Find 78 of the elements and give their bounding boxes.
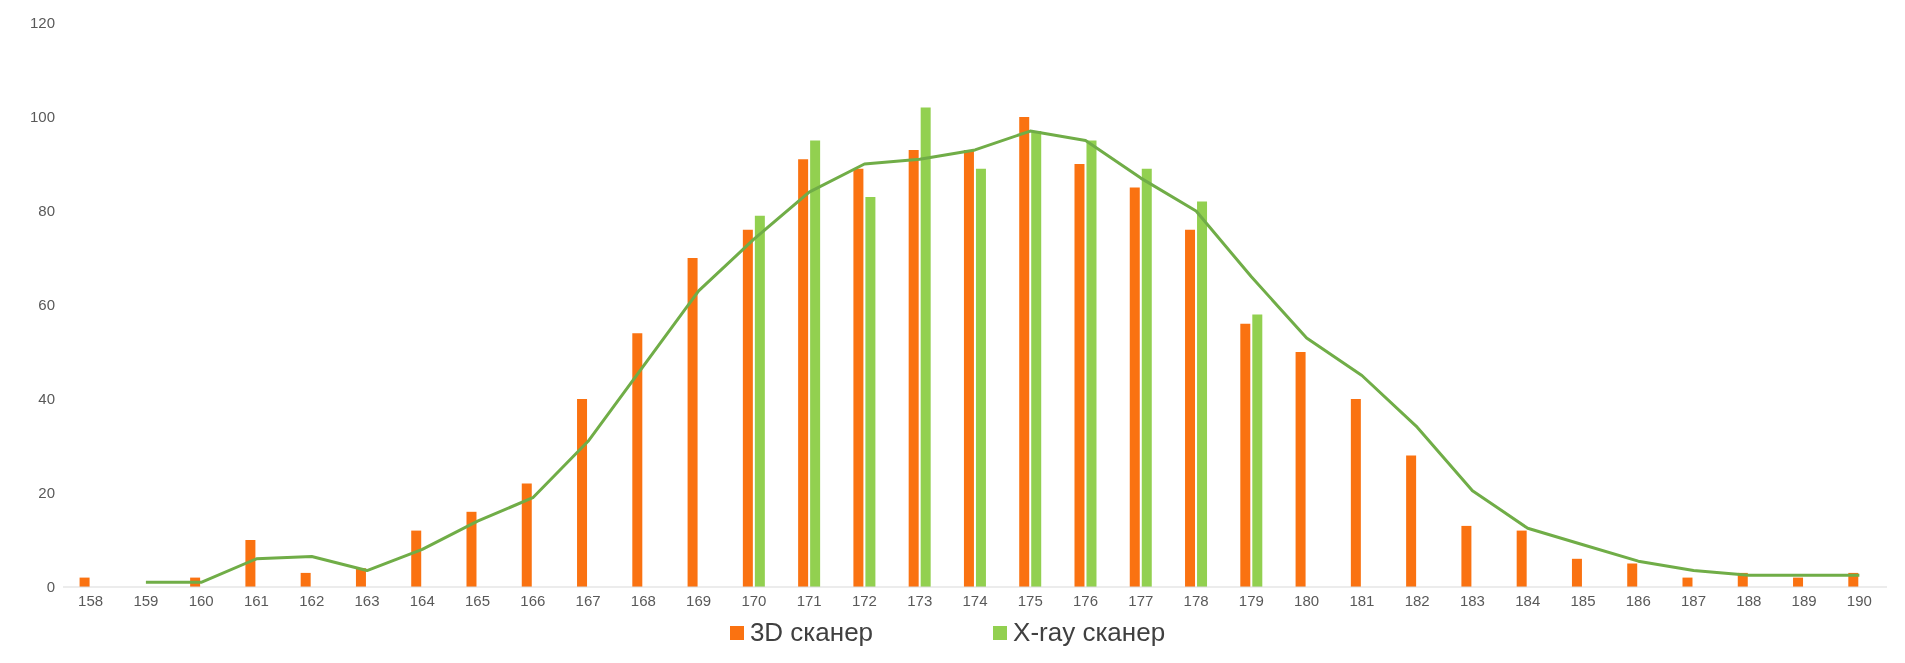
bar [810,140,821,587]
bar [963,149,974,587]
x-tick-label: 167 [575,591,601,609]
x-tick-label: 172 [851,591,877,609]
bar [466,511,477,587]
bar [754,215,765,587]
bar [1185,229,1196,587]
bar [411,530,422,587]
x-tick-label: 160 [188,591,214,609]
bar [1074,164,1085,587]
bar [1461,525,1472,587]
x-tick-label: 189 [1791,591,1817,609]
x-tick-label: 175 [1017,591,1043,609]
bar [300,572,311,587]
legend-label: 3D сканер [748,617,874,648]
x-tick-label: 182 [1404,591,1430,609]
x-tick-label: 165 [465,591,491,609]
bar [1295,352,1306,587]
bar [1031,131,1042,587]
y-tick-label: 60 [38,296,55,314]
x-tick-label: 163 [354,591,380,609]
bar [853,168,864,587]
x-tick-label: 170 [741,591,767,609]
x-tick-label: 158 [78,591,104,609]
bar [742,229,753,587]
x-tick-label: 176 [1073,591,1099,609]
x-tick-label: 161 [243,591,269,609]
x-tick-label: 166 [520,591,546,609]
bar [1086,140,1097,587]
y-tick-label: 100 [29,108,55,126]
bar [245,540,256,587]
x-tick-label: 173 [907,591,933,609]
bar [908,149,919,587]
x-tick-label: 169 [686,591,712,609]
x-tick-label: 187 [1681,591,1707,609]
y-tick-label: 40 [38,390,55,408]
bar [798,159,809,587]
x-tick-label: 185 [1570,591,1596,609]
x-tick-label: 171 [796,591,822,609]
y-tick-label: 0 [46,578,55,596]
x-tick-label: 190 [1846,591,1872,609]
x-tick-label: 188 [1736,591,1762,609]
bar [687,258,698,587]
x-tick-label: 178 [1183,591,1209,609]
y-tick-label: 80 [38,202,55,220]
bar [975,168,986,587]
bar [1197,201,1208,587]
x-tick-label: 174 [962,591,988,609]
legend-label: X-ray сканер [1012,617,1166,648]
x-tick-label: 168 [630,591,656,609]
line-series [144,129,1861,584]
bar [632,333,643,587]
x-tick-label: 164 [409,591,435,609]
bar [1019,117,1030,587]
bar [1240,323,1251,587]
bar [1571,558,1582,587]
bar [1516,530,1527,587]
bar [1350,399,1361,587]
y-tick-label: 20 [38,484,55,502]
x-tick-label: 183 [1459,591,1485,609]
x-tick-label: 162 [299,591,325,609]
x-tick-label: 177 [1128,591,1154,609]
x-tick-label: 186 [1625,591,1651,609]
x-tick-label: 184 [1515,591,1541,609]
bar [1627,563,1638,587]
bar [1252,314,1263,587]
x-tick-label: 181 [1349,591,1375,609]
bar [577,399,588,587]
x-tick-label: 179 [1238,591,1264,609]
x-tick-label: 159 [133,591,159,609]
bar [1141,168,1152,587]
bar [1129,187,1140,587]
bar [865,196,876,587]
x-tick-label: 180 [1294,591,1320,609]
y-tick-label: 120 [29,14,55,32]
bar [920,107,931,587]
bar [1406,455,1417,587]
bar [521,483,532,587]
